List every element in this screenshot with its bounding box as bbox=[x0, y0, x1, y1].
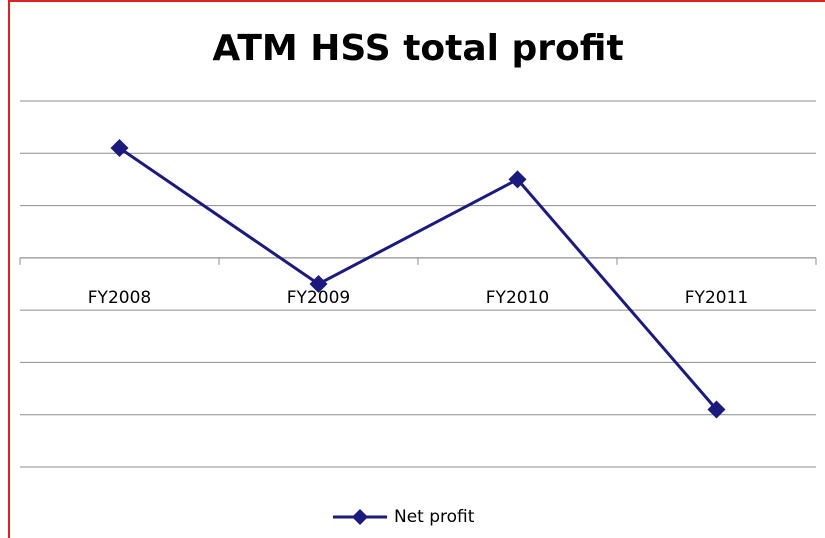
x-tick-label: FY2008 bbox=[88, 288, 151, 308]
legend-label: Net profit bbox=[394, 507, 475, 527]
data-point bbox=[508, 170, 527, 189]
chart-title: ATM HSS total profit bbox=[212, 28, 623, 69]
x-tick-label: FY2011 bbox=[685, 288, 748, 308]
x-tick-label: FY2010 bbox=[486, 288, 549, 308]
data-point bbox=[110, 139, 129, 158]
x-tick-label: FY2009 bbox=[287, 288, 350, 308]
series-line bbox=[118, 146, 718, 411]
legend-marker bbox=[352, 509, 368, 525]
data-point bbox=[707, 400, 726, 419]
data-point bbox=[309, 275, 328, 293]
